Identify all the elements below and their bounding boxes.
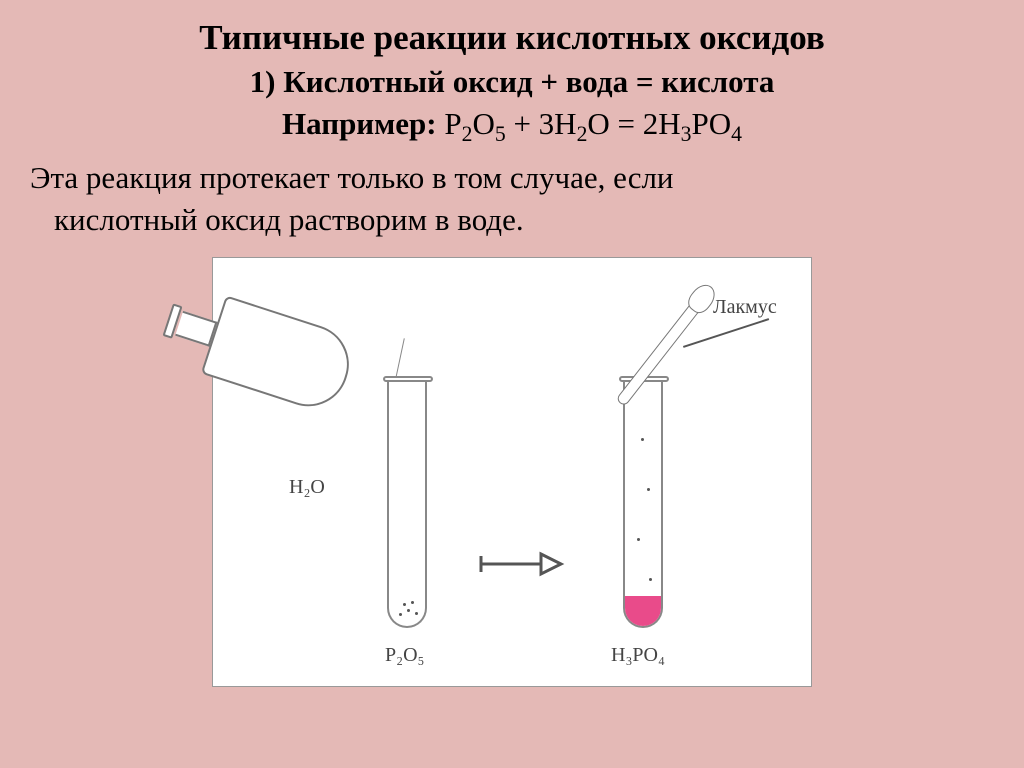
label-leader-line xyxy=(683,318,769,347)
lakmus-label: Лакмус xyxy=(713,296,777,319)
tube-rim xyxy=(383,376,433,382)
test-tube-left xyxy=(387,378,427,628)
reaction-diagram: H₂O P₂O₅ xyxy=(212,257,812,687)
example-prefix: Например: xyxy=(282,106,437,141)
bottle-body xyxy=(201,296,359,417)
diagram-container: H₂O P₂O₅ xyxy=(30,257,994,748)
suspended-dots xyxy=(625,418,661,596)
example-equation: Например: P2O5 + 3H2O = 2H3PO4 xyxy=(30,106,994,147)
slide-title: Типичные реакции кислотных оксидов xyxy=(30,18,994,58)
explain-line-1: Эта реакция протекает только в том случа… xyxy=(30,160,674,195)
water-bottle xyxy=(201,296,359,417)
acid-liquid xyxy=(625,596,661,626)
slide: Типичные реакции кислотных оксидов 1) Ки… xyxy=(0,0,1024,768)
reaction-heading: 1) Кислотный оксид + вода = кислота xyxy=(30,64,994,100)
p2o5-powder xyxy=(397,598,417,618)
explanation: Эта реакция протекает только в том случа… xyxy=(30,157,994,241)
h3po4-label: H₃PO₄ xyxy=(611,644,665,667)
p2o5-label: P₂O₅ xyxy=(385,644,425,667)
h2o-label: H₂O xyxy=(289,476,325,499)
test-tube-right xyxy=(623,378,663,628)
explain-line-2: кислотный оксид растворим в воде. xyxy=(30,199,994,241)
arrow-icon xyxy=(477,546,567,582)
equation: P2O5 + 3H2O = 2H3PO4 xyxy=(444,106,742,141)
